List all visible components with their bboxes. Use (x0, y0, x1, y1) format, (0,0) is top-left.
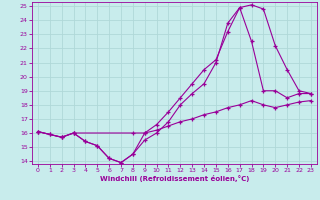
X-axis label: Windchill (Refroidissement éolien,°C): Windchill (Refroidissement éolien,°C) (100, 175, 249, 182)
